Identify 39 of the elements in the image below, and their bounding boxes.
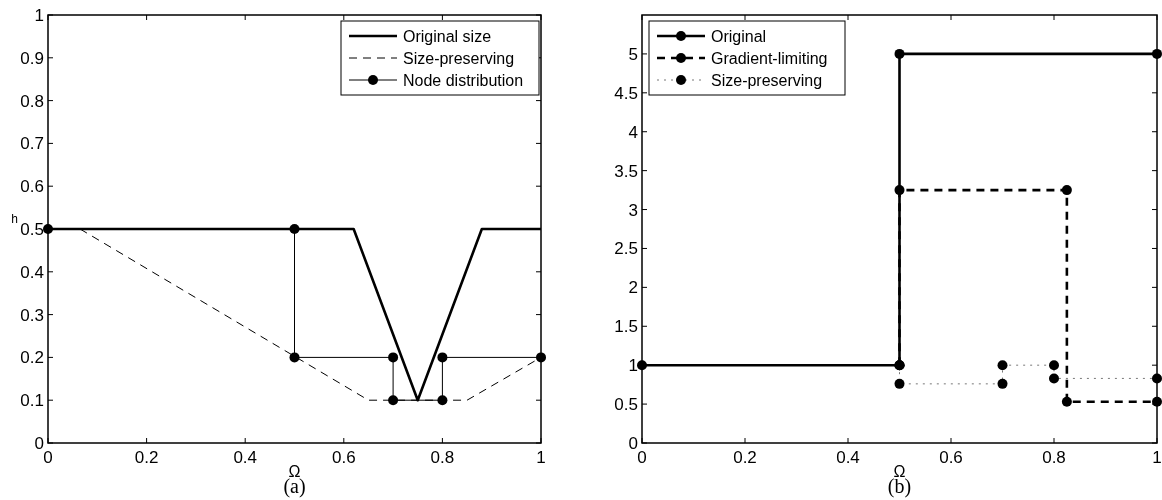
legend-label: Gradient-limiting: [711, 50, 828, 67]
y-tick-label: 0: [628, 434, 638, 453]
y-tick-label: 0.2: [20, 348, 44, 368]
legend-label: Node distribution: [403, 72, 524, 89]
legend-label: Size-preserving: [403, 50, 515, 67]
x-tick-label: 1: [536, 448, 546, 467]
legend-label: Original size: [403, 28, 492, 45]
x-tick-label: 0.6: [939, 448, 963, 467]
y-tick-label: 2.5: [614, 239, 638, 259]
x-tick-label: 0.2: [134, 448, 159, 467]
legend-label: Size-preserving: [711, 72, 823, 89]
y-tick-label: 0.1: [20, 391, 44, 411]
x-tick-label: 0.4: [233, 448, 258, 467]
legend-label: Original: [711, 28, 767, 45]
y-tick-label: 1: [34, 6, 44, 25]
y-tick-label: 2: [628, 278, 638, 298]
x-tick-label: 0.8: [430, 448, 455, 467]
x-tick-label: 0.8: [1042, 448, 1066, 467]
x-tick-label: 0.6: [331, 448, 356, 467]
y-tick-label: 4.5: [614, 83, 638, 103]
y-tick-label: 0: [34, 434, 44, 453]
y-tick-label: 1: [628, 356, 638, 376]
y-tick-label: 0.6: [20, 177, 44, 197]
y-tick-label: 0.7: [20, 134, 44, 154]
y-tick-label: 0.5: [614, 395, 638, 415]
y-tick-label: 0.9: [20, 48, 44, 68]
y-tick-label: 0.4: [20, 262, 44, 282]
x-tick-label: 1: [1152, 448, 1162, 467]
y-tick-label: 3: [628, 200, 638, 220]
y-tick-label: 0.3: [20, 305, 44, 325]
y-tick-label: 4: [628, 122, 638, 142]
y-tick-label: 0.5: [20, 220, 44, 239]
y-axis-title: h: [11, 212, 18, 226]
y-tick-label: 3.5: [614, 161, 638, 181]
y-tick-label: 5: [628, 44, 638, 64]
y-tick-label: 0.8: [20, 91, 44, 111]
x-tick-label: 0.2: [733, 448, 757, 467]
x-tick-label: 0.4: [836, 448, 860, 467]
y-tick-label: 1.5: [614, 317, 638, 337]
